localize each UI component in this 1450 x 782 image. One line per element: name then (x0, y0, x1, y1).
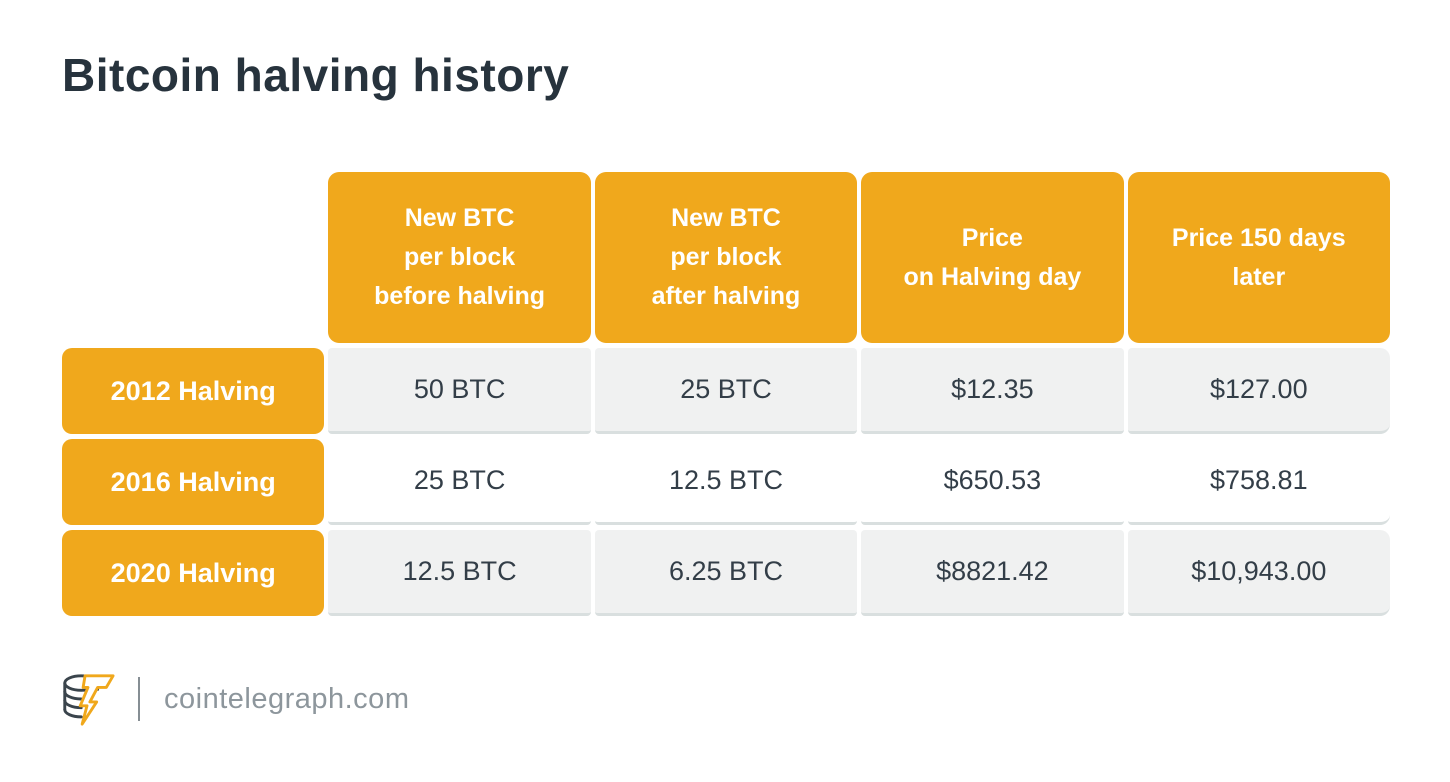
column-header-label: New BTC per block after halving (651, 204, 801, 310)
table-cell: $8821.42 (861, 530, 1124, 616)
footer: cointelegraph.com (58, 670, 409, 728)
table-cell: $10,943.00 (1127, 530, 1390, 616)
table-cell: 25 BTC (328, 439, 591, 525)
table-cell: 12.5 BTC (594, 439, 858, 525)
site-label: cointelegraph.com (164, 682, 410, 715)
column-header-label: Price 150 days later (1171, 223, 1346, 291)
table-cell: $650.53 (861, 439, 1124, 525)
column-header-price-halving-day: Price on Halving day (861, 172, 1124, 343)
column-header-after-halving: New BTC per block after halving (594, 172, 858, 343)
column-header-before-halving: New BTC per block before halving (328, 172, 591, 343)
row-label-2020: 2020 Halving (62, 530, 325, 616)
row-label-2016: 2016 Halving (62, 439, 325, 525)
halving-table: New BTC per block before halving New BTC… (62, 172, 1390, 616)
column-header-label: New BTC per block before halving (374, 204, 546, 310)
table-cell: $758.81 (1127, 439, 1390, 525)
page-title: Bitcoin halving history (62, 49, 570, 101)
footer-divider (138, 677, 140, 721)
table-cell: 25 BTC (594, 348, 858, 434)
column-header-price-150-days: Price 150 days later (1127, 172, 1390, 343)
table-cell: $12.35 (861, 348, 1124, 434)
table-cell: 12.5 BTC (328, 530, 591, 616)
table-cell: $127.00 (1127, 348, 1390, 434)
table-cell: 6.25 BTC (594, 530, 858, 616)
row-label-2012: 2012 Halving (62, 348, 325, 434)
corner-spacer (62, 172, 324, 343)
table-cell: 50 BTC (328, 348, 591, 434)
column-header-label: Price on Halving day (903, 223, 1082, 291)
cointelegraph-logo-icon (63, 674, 115, 726)
